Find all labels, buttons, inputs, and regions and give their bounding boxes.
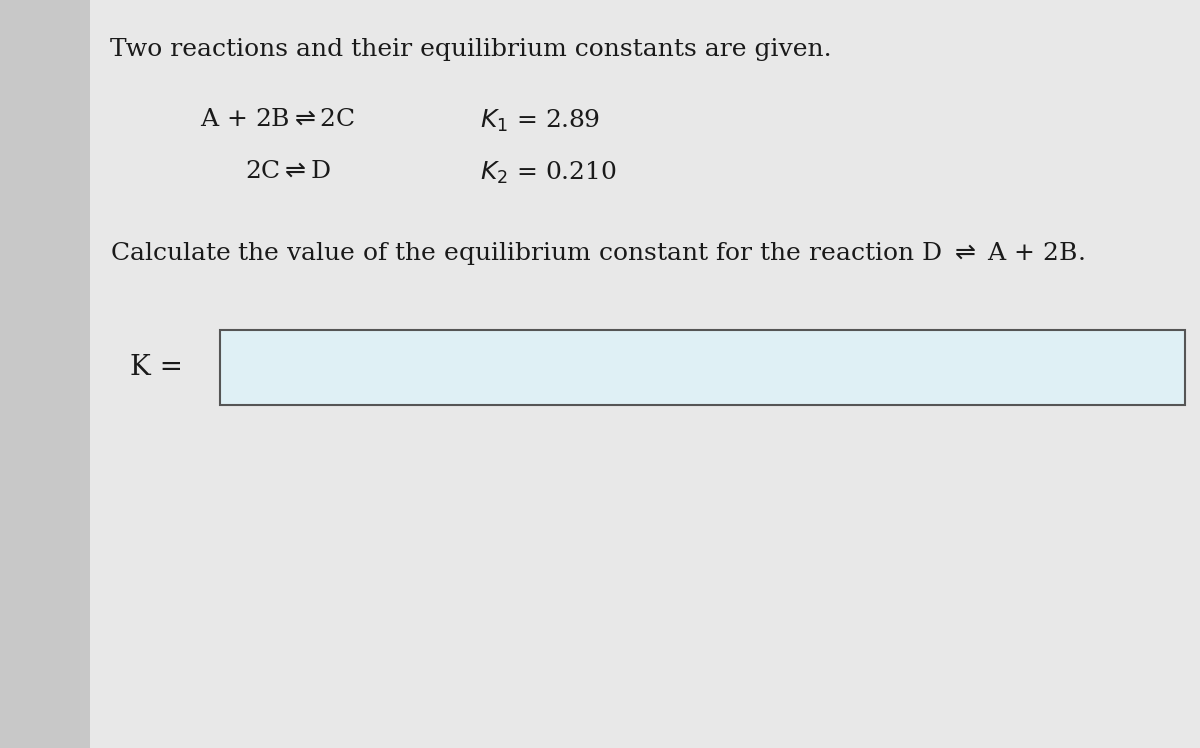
Text: $K_1$ = 2.89: $K_1$ = 2.89 [480, 108, 600, 134]
Text: Two reactions and their equilibrium constants are given.: Two reactions and their equilibrium cons… [110, 38, 832, 61]
Text: A + 2B$\rightleftharpoons$2C: A + 2B$\rightleftharpoons$2C [200, 108, 355, 131]
Text: K =: K = [130, 354, 182, 381]
Text: Calculate the value of the equilibrium constant for the reaction D $\rightleftha: Calculate the value of the equilibrium c… [110, 240, 1085, 267]
Bar [0, 0, 90, 748]
Text: $K_2$ = 0.210: $K_2$ = 0.210 [480, 160, 617, 186]
Text: 2C$\rightleftharpoons$D: 2C$\rightleftharpoons$D [245, 160, 331, 183]
Bar [220, 330, 1186, 405]
